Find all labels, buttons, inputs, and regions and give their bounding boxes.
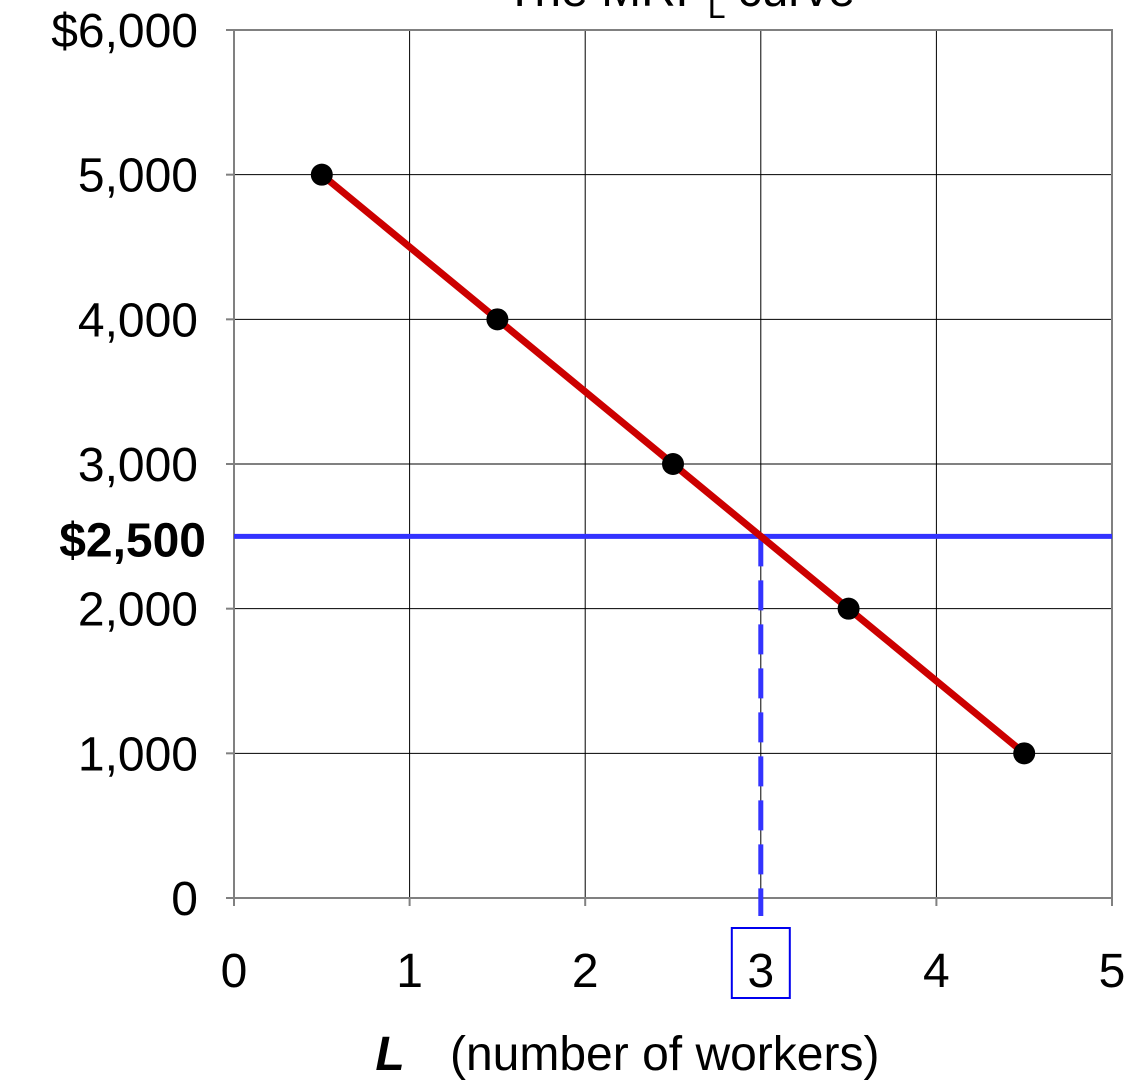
data-point (486, 308, 509, 331)
y-tick-label: 5,000 (78, 150, 198, 203)
data-point (837, 597, 860, 620)
data-point (662, 453, 684, 475)
x-tick-label: 5 (1099, 945, 1126, 998)
chart-title: The MRPLcurve (505, 0, 855, 25)
x-tick-label: 0 (221, 945, 248, 998)
title-text: The MRP (505, 0, 708, 17)
x-tick-label: 1 (396, 945, 423, 998)
x-tick-label: 3 (747, 945, 774, 998)
reference-label: $2,500 (59, 514, 206, 567)
y-tick-label: 0 (171, 873, 198, 926)
data-point (1013, 742, 1036, 765)
title-subscript: L (708, 0, 726, 25)
title-suffix: curve (738, 0, 855, 17)
plot-frame (233, 29, 1113, 899)
data-point (310, 163, 333, 186)
x-axis-label: (number of workers) (450, 1028, 879, 1081)
y-tick-label: 3,000 (78, 439, 198, 492)
y-tick-label: $6,000 (51, 5, 198, 58)
x-tick-label: 4 (923, 945, 950, 998)
x-axis-symbol: L (375, 1028, 404, 1081)
x-tick-highlight (730, 927, 791, 999)
x-tick-label: 2 (572, 945, 599, 998)
y-tick-label: 4,000 (78, 294, 198, 347)
y-tick-label: 1,000 (78, 728, 198, 781)
y-tick-label: 2,000 (78, 584, 198, 637)
